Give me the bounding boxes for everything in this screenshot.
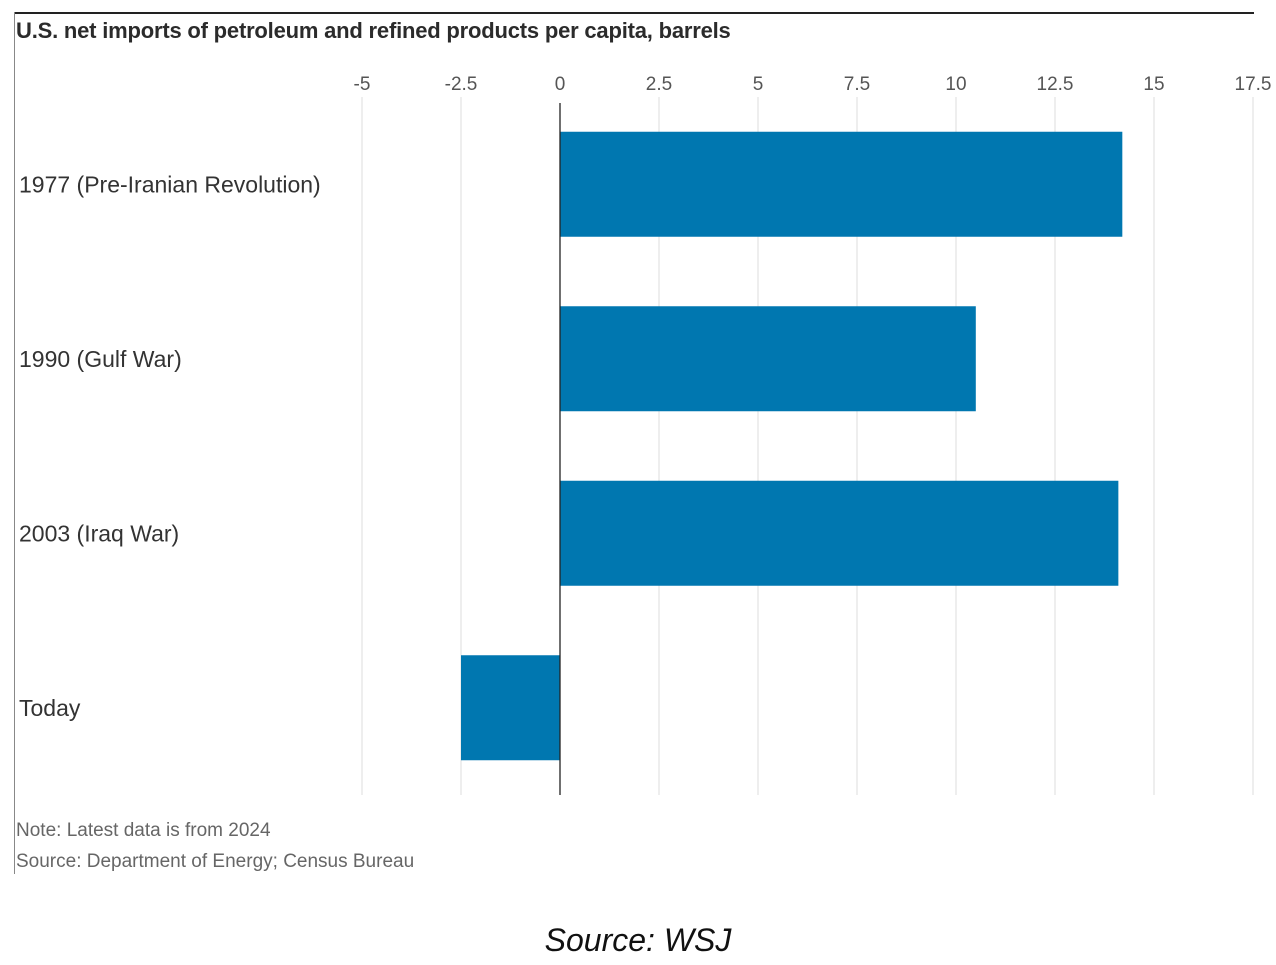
x-tick-label: -2.5 xyxy=(445,74,478,95)
frame-left-rule xyxy=(14,12,15,874)
x-tick-label: 17.5 xyxy=(1235,74,1272,95)
image-credit: Source: WSJ xyxy=(544,922,732,958)
category-labels: 1977 (Pre-Iranian Revolution) 1990 (Gulf … xyxy=(19,171,321,721)
category-label: 2003 (Iraq War) xyxy=(19,520,179,546)
bars xyxy=(461,131,1123,761)
chart-source: Source: Department of Energy; Census Bur… xyxy=(16,851,415,872)
x-axis-ticks: -5 -2.5 0 2.5 5 7.5 10 12.5 15 17.5 xyxy=(354,74,1272,95)
bar xyxy=(560,131,1123,237)
frame-top-rule xyxy=(14,12,1254,14)
x-tick-label: 0 xyxy=(555,74,566,95)
bar xyxy=(560,306,976,412)
x-tick-label: 15 xyxy=(1143,74,1164,95)
chart-title: U.S. net imports of petroleum and refine… xyxy=(16,18,731,43)
x-tick-label: 10 xyxy=(945,74,966,95)
bar xyxy=(461,655,560,761)
category-label: Today xyxy=(19,695,81,721)
x-tick-label: 12.5 xyxy=(1037,74,1074,95)
x-tick-label: 5 xyxy=(753,74,764,95)
x-tick-label: 7.5 xyxy=(844,74,870,95)
x-tick-label: 2.5 xyxy=(646,74,672,95)
bar xyxy=(560,480,1119,586)
category-label: 1977 (Pre-Iranian Revolution) xyxy=(19,171,321,197)
category-label: 1990 (Gulf War) xyxy=(19,346,182,372)
chart-note: Note: Latest data is from 2024 xyxy=(16,820,271,841)
x-tick-label: -5 xyxy=(354,74,371,95)
